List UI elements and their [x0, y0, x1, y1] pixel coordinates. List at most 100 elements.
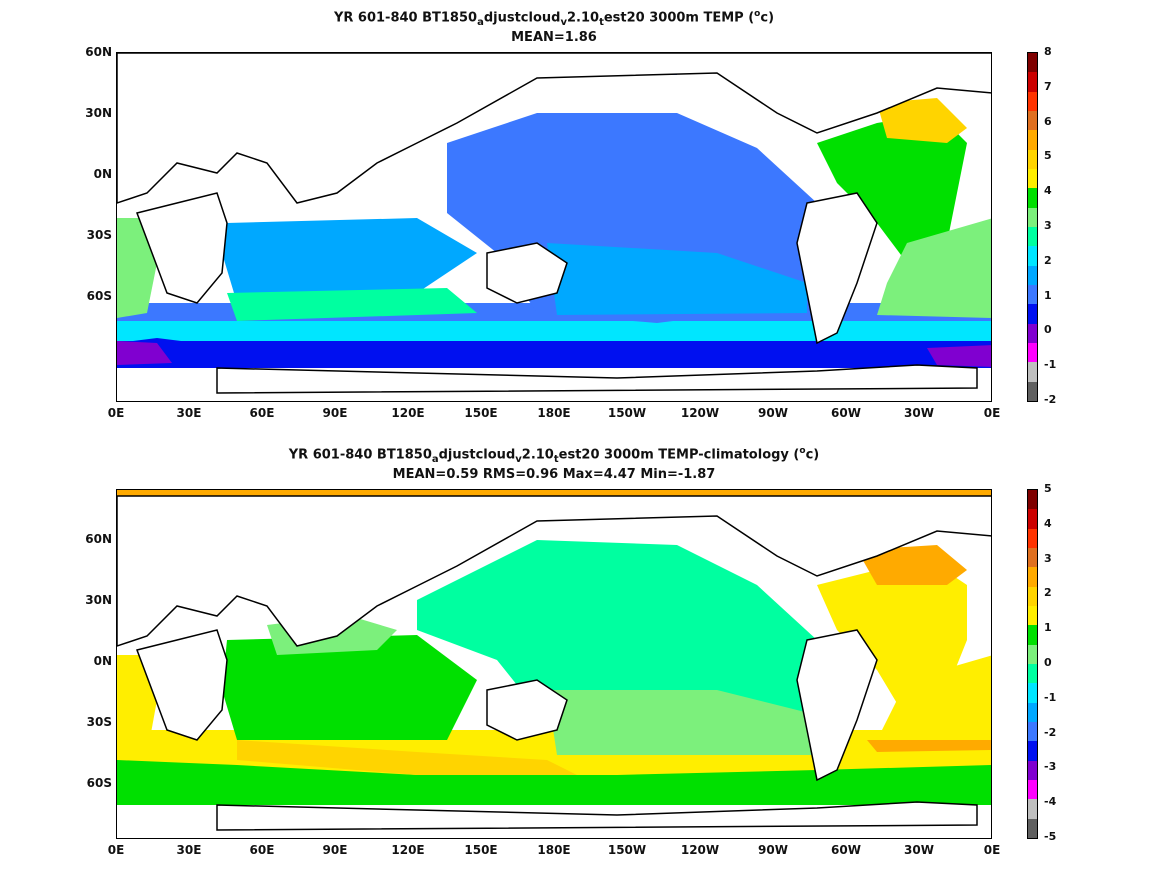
panel1-lon-label: 120E	[391, 406, 425, 420]
panel2-lon-label: 90E	[322, 843, 348, 857]
colorbar-swatch	[1028, 149, 1037, 169]
panel2-lon-label: 60E	[249, 843, 275, 857]
colorbar-tick-label: -1	[1044, 358, 1057, 372]
colorbar-swatch	[1028, 818, 1037, 838]
colorbar-swatch	[1028, 567, 1037, 587]
colorbar-tick-label: 0	[1044, 656, 1052, 669]
colorbar-swatch	[1028, 586, 1037, 606]
panel2-lat-label: 60S	[86, 776, 112, 790]
panel1-lon-label: 60W	[831, 406, 861, 420]
colorbar-tick-label: -4	[1044, 795, 1057, 809]
colorbar-swatch	[1028, 702, 1037, 722]
colorbar-swatch	[1028, 799, 1037, 819]
panel1-stats: MEAN=1.86	[511, 30, 597, 45]
panel1-lon-label: 150W	[607, 406, 647, 420]
colorbar-tick-label: 2	[1044, 253, 1052, 267]
colorbar-swatch	[1028, 509, 1037, 529]
colorbar-swatch	[1028, 381, 1037, 401]
colorbar-swatch	[1028, 207, 1037, 227]
panel1-map	[116, 52, 992, 402]
colorbar-tick-label: 5	[1044, 149, 1052, 163]
panel1-lon-label: 90E	[322, 406, 348, 420]
panel1-lat-label: 0N	[93, 167, 112, 181]
panel1-lon-label: 180E	[537, 406, 571, 420]
colorbar-swatch	[1028, 265, 1037, 285]
colorbar-swatch	[1028, 342, 1037, 363]
panel1-lon-label: 120W	[680, 406, 720, 420]
panel2-lon-label: 60W	[831, 843, 861, 857]
panel2-colorbar	[1027, 489, 1038, 839]
colorbar-tick-label: 2	[1044, 586, 1052, 600]
colorbar-swatch	[1028, 53, 1037, 73]
colorbar-tick-label: 8	[1044, 45, 1052, 58]
colorbar-swatch	[1028, 246, 1037, 266]
colorbar-swatch	[1028, 528, 1037, 548]
colorbar-swatch	[1028, 168, 1037, 189]
colorbar-tick-label: 7	[1044, 79, 1052, 93]
panel2-lat-label: 60N	[85, 532, 112, 546]
panel2-lat-label: 30S	[86, 715, 112, 729]
colorbar-swatch	[1028, 323, 1037, 343]
panel1-colorbar	[1027, 52, 1038, 402]
panel2-map	[116, 489, 992, 839]
colorbar-tick-label: -2	[1044, 725, 1057, 739]
colorbar-swatch	[1028, 362, 1037, 382]
colorbar-tick-label: 1	[1044, 621, 1052, 635]
colorbar-swatch	[1028, 605, 1037, 626]
colorbar-swatch	[1028, 91, 1037, 111]
panel2-lon-label: 120W	[680, 843, 720, 857]
panel1-lon-label: 30E	[176, 406, 202, 420]
colorbar-swatch	[1028, 663, 1037, 684]
colorbar-tick-label: 5	[1044, 482, 1052, 495]
panel2-lon-label: 30W	[904, 843, 934, 857]
panel1-lon-label: 30W	[904, 406, 934, 420]
colorbar-swatch	[1028, 779, 1037, 800]
panel2-lon-label: 150E	[464, 843, 498, 857]
panel1-lon-label: 0E	[983, 406, 1001, 420]
panel2-lat-label: 0N	[93, 654, 112, 668]
colorbar-tick-label: 1	[1044, 288, 1052, 302]
colorbar-swatch	[1028, 760, 1037, 780]
panel2-lon-label: 150W	[607, 843, 647, 857]
colorbar-tick-label: 6	[1044, 114, 1052, 128]
panel1-title: YR 601-840 BT1850adjustcloudv2.10test20 …	[333, 9, 775, 28]
panel2-title: YR 601-840 BT1850adjustcloudv2.10test20 …	[288, 446, 820, 465]
colorbar-tick-label: 4	[1044, 184, 1052, 198]
colorbar-tick-label: -3	[1044, 760, 1057, 774]
panel2-lon-label: 90W	[758, 843, 788, 857]
panel1-lon-label: 0E	[107, 406, 125, 420]
colorbar-swatch	[1028, 547, 1037, 568]
panel1-lat-label: 60N	[85, 45, 112, 59]
colorbar-swatch	[1028, 741, 1037, 761]
colorbar-swatch	[1028, 644, 1037, 664]
panel2-lat-label: 30N	[85, 593, 112, 607]
colorbar-tick-label: 3	[1044, 219, 1052, 232]
panel2-lon-label: 30E	[176, 843, 202, 857]
colorbar-swatch	[1028, 304, 1037, 324]
panel1-lat-label: 30S	[86, 228, 112, 242]
colorbar-swatch	[1028, 226, 1037, 247]
colorbar-tick-label: -1	[1044, 690, 1057, 704]
colorbar-swatch	[1028, 625, 1037, 645]
colorbar-swatch	[1028, 130, 1037, 150]
panel2-stats: MEAN=0.59 RMS=0.96 Max=4.47 Min=-1.87	[392, 467, 716, 482]
colorbar-tick-label: 0	[1044, 323, 1052, 337]
panel2-lon-label: 0E	[107, 843, 125, 857]
colorbar-tick-label: -5	[1044, 830, 1057, 843]
colorbar-tick-label: -2	[1044, 393, 1057, 406]
panel1-lon-label: 60E	[249, 406, 275, 420]
panel1-lon-label: 90W	[758, 406, 788, 420]
panel2-lon-label: 0E	[983, 843, 1001, 857]
colorbar-swatch	[1028, 188, 1037, 208]
colorbar-swatch	[1028, 72, 1037, 92]
colorbar-swatch	[1028, 490, 1037, 510]
colorbar-tick-label: 3	[1044, 551, 1052, 565]
colorbar-swatch	[1028, 284, 1037, 305]
panel1-lat-label: 30N	[85, 106, 112, 120]
colorbar-tick-label: 4	[1044, 516, 1052, 530]
panel1-lon-label: 150E	[464, 406, 498, 420]
colorbar-swatch	[1028, 683, 1037, 703]
colorbar-swatch	[1028, 110, 1037, 131]
panel2-lon-label: 180E	[537, 843, 571, 857]
colorbar-swatch	[1028, 721, 1037, 742]
